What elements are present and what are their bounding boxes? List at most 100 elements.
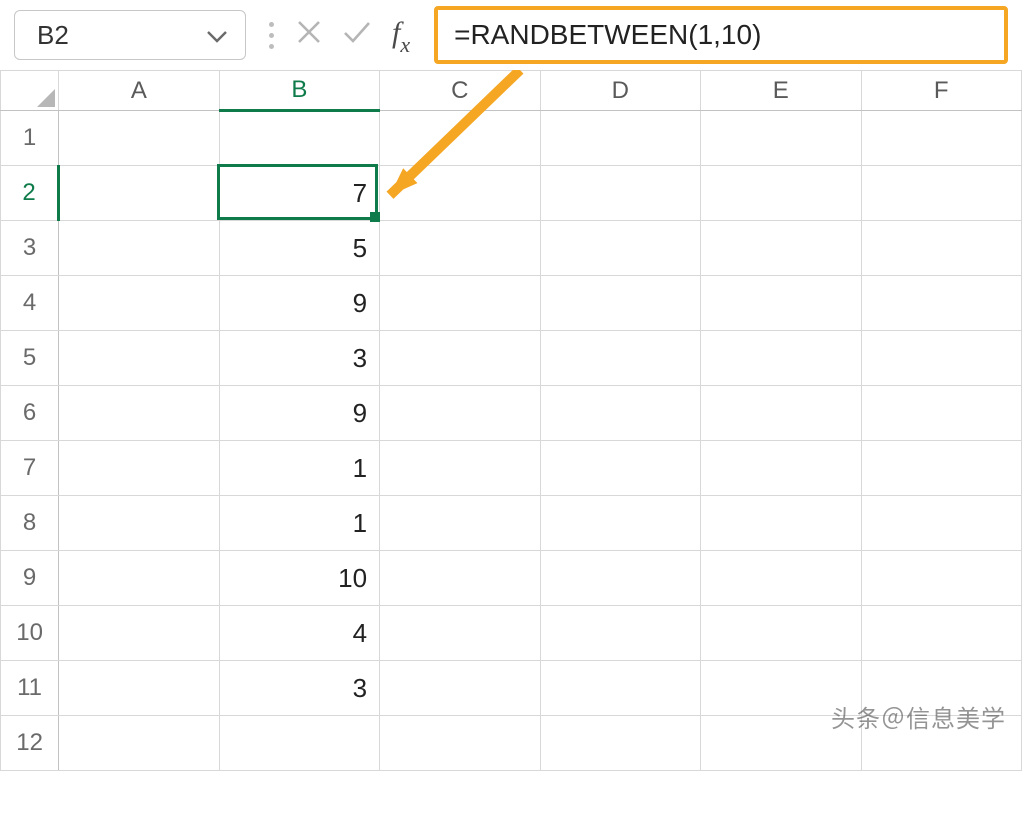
select-all-corner[interactable] (1, 71, 59, 111)
col-header-C[interactable]: C (380, 71, 540, 111)
cell-D4[interactable] (540, 276, 700, 331)
cell-D3[interactable] (540, 221, 700, 276)
cell-F5[interactable] (861, 331, 1022, 386)
col-header-B[interactable]: B (219, 71, 379, 111)
row-header-6[interactable]: 6 (1, 386, 59, 441)
cell-C2[interactable] (380, 166, 540, 221)
cell-C8[interactable] (380, 496, 540, 551)
cell-F9[interactable] (861, 551, 1022, 606)
cell-D7[interactable] (540, 441, 700, 496)
cancel-icon[interactable] (296, 19, 322, 51)
cell-C6[interactable] (380, 386, 540, 441)
cell-D10[interactable] (540, 606, 700, 661)
cell-F6[interactable] (861, 386, 1022, 441)
chevron-down-icon[interactable] (207, 20, 227, 51)
cell-C11[interactable] (380, 661, 540, 716)
cell-C9[interactable] (380, 551, 540, 606)
cell-C7[interactable] (380, 441, 540, 496)
cell-F10[interactable] (861, 606, 1022, 661)
drag-handle-icon[interactable] (262, 22, 280, 49)
cell-B6[interactable]: 9 (219, 386, 379, 441)
cell-A7[interactable] (59, 441, 219, 496)
cell-C4[interactable] (380, 276, 540, 331)
cell-E6[interactable] (701, 386, 861, 441)
cell-F3[interactable] (861, 221, 1022, 276)
cell-A9[interactable] (59, 551, 219, 606)
cell-E4[interactable] (701, 276, 861, 331)
row-header-12[interactable]: 12 (1, 716, 59, 771)
cell-D12[interactable] (540, 716, 700, 771)
formula-controls: fx (296, 16, 424, 55)
cell-A1[interactable] (59, 111, 219, 166)
cell-D11[interactable] (540, 661, 700, 716)
cell-A2[interactable] (59, 166, 219, 221)
name-box-value: B2 (37, 20, 69, 51)
cell-F2[interactable] (861, 166, 1022, 221)
row-header-5[interactable]: 5 (1, 331, 59, 386)
row-header-1[interactable]: 1 (1, 111, 59, 166)
cell-B3[interactable]: 5 (219, 221, 379, 276)
cell-E8[interactable] (701, 496, 861, 551)
col-header-D[interactable]: D (540, 71, 700, 111)
cell-B1[interactable] (219, 111, 379, 166)
name-box[interactable]: B2 (14, 10, 246, 60)
cell-B10[interactable]: 4 (219, 606, 379, 661)
spreadsheet-grid[interactable]: A B C D E F 12735495369718191010411312 (0, 70, 1022, 771)
cell-C3[interactable] (380, 221, 540, 276)
row-header-2[interactable]: 2 (1, 166, 59, 221)
row-header-11[interactable]: 11 (1, 661, 59, 716)
cell-E7[interactable] (701, 441, 861, 496)
cell-D5[interactable] (540, 331, 700, 386)
cell-B9[interactable]: 10 (219, 551, 379, 606)
row-header-4[interactable]: 4 (1, 276, 59, 331)
cell-B11[interactable]: 3 (219, 661, 379, 716)
cell-E1[interactable] (701, 111, 861, 166)
cell-F7[interactable] (861, 441, 1022, 496)
cell-D6[interactable] (540, 386, 700, 441)
cell-D1[interactable] (540, 111, 700, 166)
cell-C5[interactable] (380, 331, 540, 386)
cell-F8[interactable] (861, 496, 1022, 551)
cell-A8[interactable] (59, 496, 219, 551)
cell-A6[interactable] (59, 386, 219, 441)
col-header-F[interactable]: F (861, 71, 1022, 111)
cell-B12[interactable] (219, 716, 379, 771)
cell-E5[interactable] (701, 331, 861, 386)
cell-A3[interactable] (59, 221, 219, 276)
cell-C10[interactable] (380, 606, 540, 661)
cell-F1[interactable] (861, 111, 1022, 166)
cell-A12[interactable] (59, 716, 219, 771)
cell-C1[interactable] (380, 111, 540, 166)
row-header-7[interactable]: 7 (1, 441, 59, 496)
cell-A10[interactable] (59, 606, 219, 661)
cell-F4[interactable] (861, 276, 1022, 331)
cell-B7[interactable]: 1 (219, 441, 379, 496)
enter-icon[interactable] (342, 19, 372, 51)
table-row: 49 (1, 276, 1022, 331)
formula-input-callout[interactable]: =RANDBETWEEN(1,10) (434, 6, 1008, 64)
fx-icon[interactable]: fx (392, 16, 410, 55)
cell-B5[interactable]: 3 (219, 331, 379, 386)
cell-E2[interactable] (701, 166, 861, 221)
row-header-3[interactable]: 3 (1, 221, 59, 276)
cell-A5[interactable] (59, 331, 219, 386)
cell-D2[interactable] (540, 166, 700, 221)
cell-D9[interactable] (540, 551, 700, 606)
table-row: 71 (1, 441, 1022, 496)
cell-E10[interactable] (701, 606, 861, 661)
cell-A4[interactable] (59, 276, 219, 331)
col-header-E[interactable]: E (701, 71, 861, 111)
row-header-8[interactable]: 8 (1, 496, 59, 551)
table-row: 27 (1, 166, 1022, 221)
row-header-10[interactable]: 10 (1, 606, 59, 661)
cell-B2[interactable]: 7 (219, 166, 379, 221)
cell-C12[interactable] (380, 716, 540, 771)
cell-A11[interactable] (59, 661, 219, 716)
cell-B4[interactable]: 9 (219, 276, 379, 331)
cell-E9[interactable] (701, 551, 861, 606)
cell-B8[interactable]: 1 (219, 496, 379, 551)
cell-E3[interactable] (701, 221, 861, 276)
row-header-9[interactable]: 9 (1, 551, 59, 606)
cell-D8[interactable] (540, 496, 700, 551)
col-header-A[interactable]: A (59, 71, 219, 111)
